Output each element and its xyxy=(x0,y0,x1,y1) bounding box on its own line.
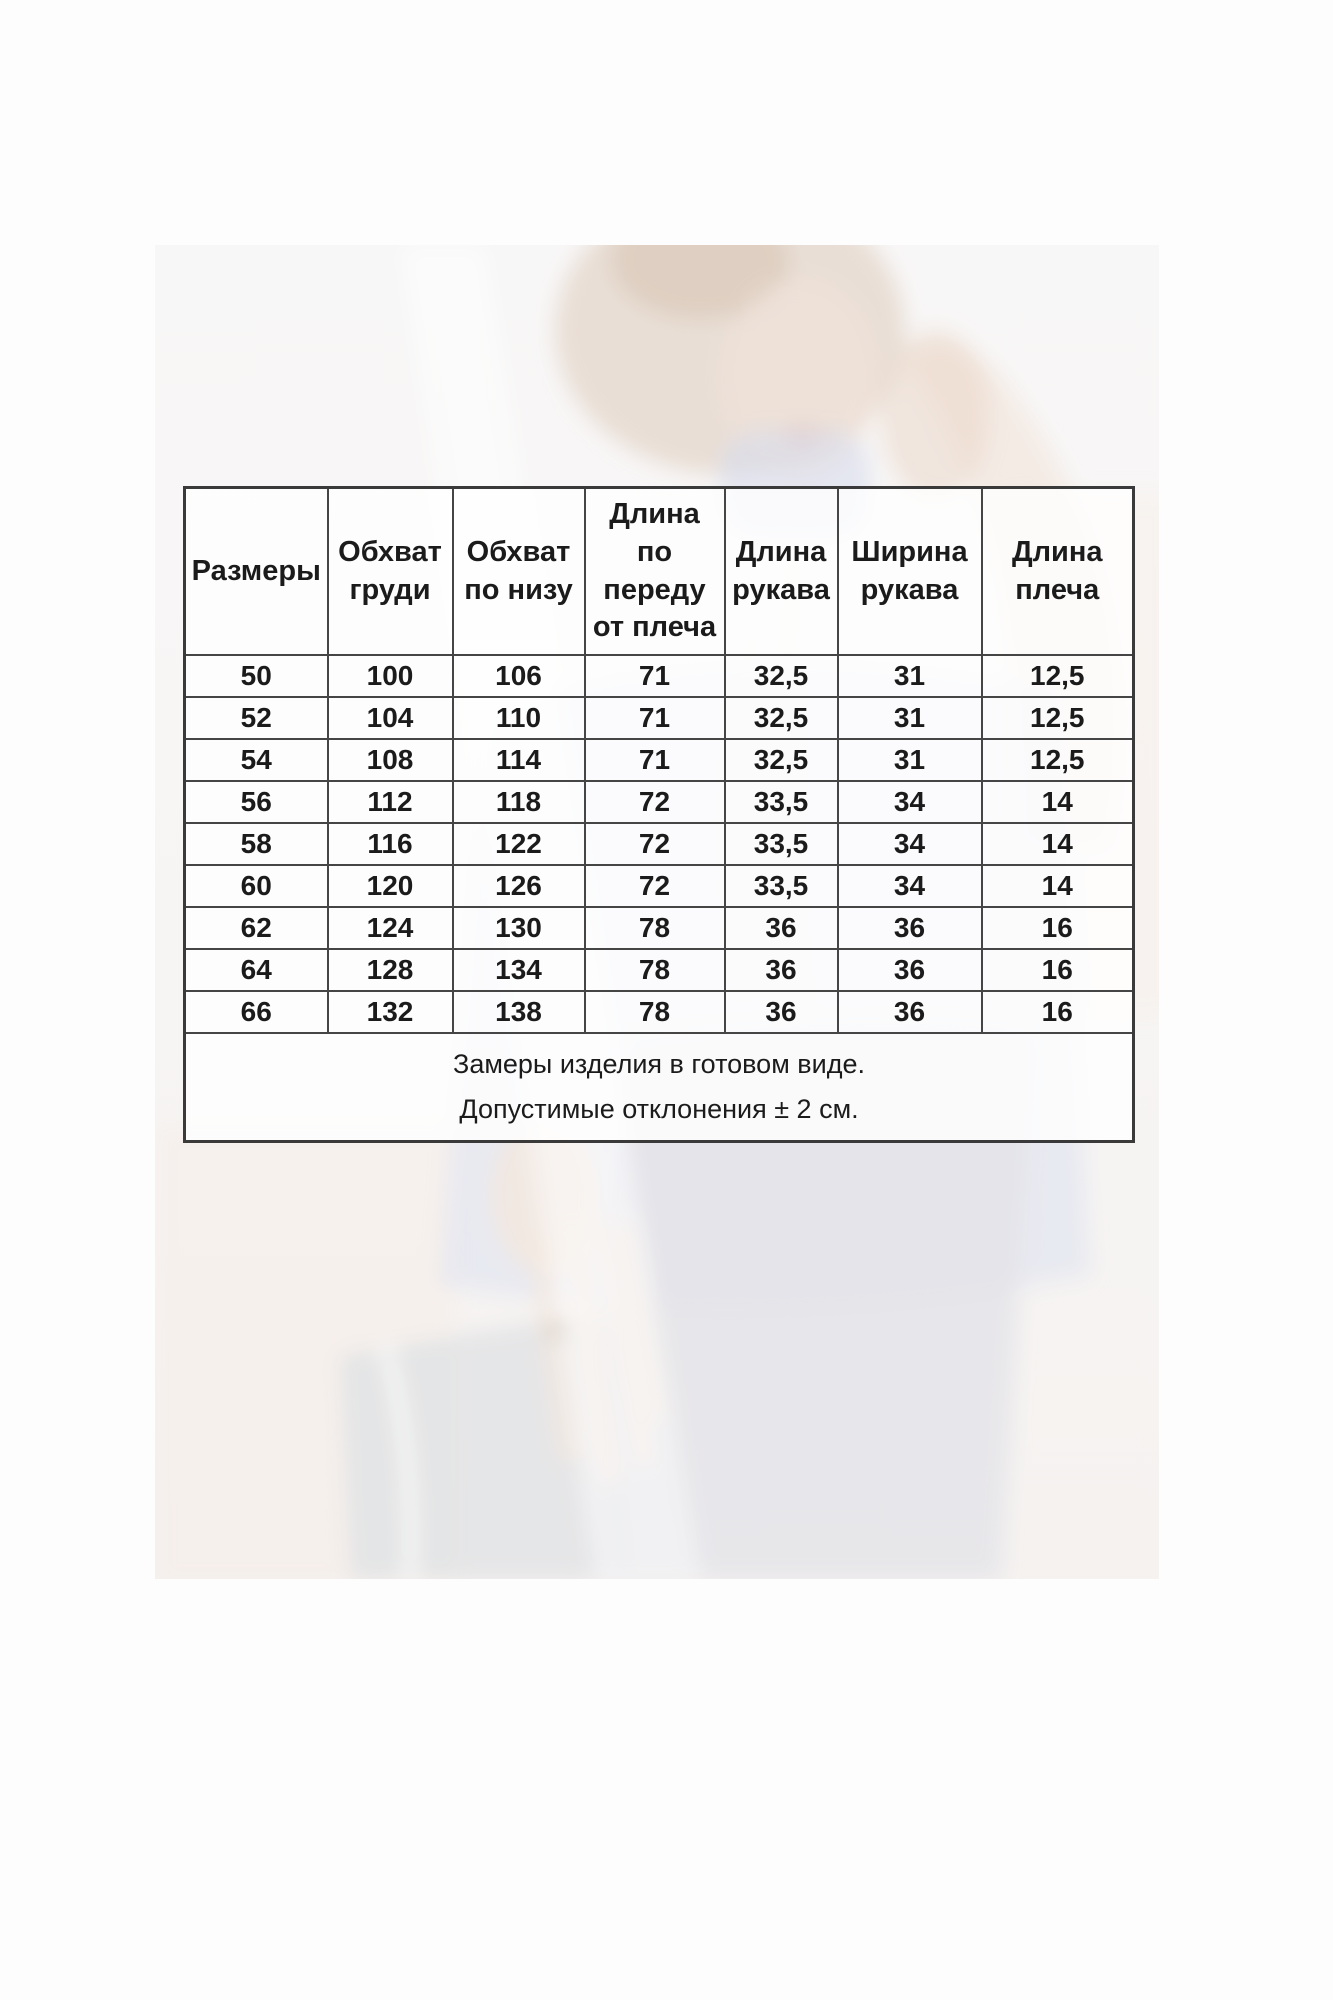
measurement-cell: 36 xyxy=(723,906,839,950)
measurement-cell: 34 xyxy=(836,780,983,824)
measurement-cell: 16 xyxy=(980,990,1135,1034)
size-cell: 64 xyxy=(183,948,329,992)
measurement-cell: 33,5 xyxy=(723,780,839,824)
skirt xyxy=(585,1027,1035,1579)
measurement-cell: 34 xyxy=(836,864,983,908)
measurement-cell: 78 xyxy=(583,990,726,1034)
table-row: 56 112 118 72 33,5 34 14 xyxy=(183,780,1135,824)
measurement-cell: 31 xyxy=(836,738,983,782)
note-cell: Замеры изделия в готовом виде. Допустимы… xyxy=(183,1032,1135,1143)
measurement-cell: 34 xyxy=(836,822,983,866)
measurement-cell: 31 xyxy=(836,654,983,698)
table-row: 50 100 106 71 32,5 31 12,5 xyxy=(183,654,1135,698)
measurement-cell: 114 xyxy=(451,738,586,782)
measurement-cell: 110 xyxy=(451,696,586,740)
table-body: 50 100 106 71 32,5 31 12,5 52 104 110 71 32,5 31 12,5… xyxy=(183,654,1135,1034)
measurement-cell: 100 xyxy=(326,654,454,698)
measurement-cell: 36 xyxy=(723,990,839,1034)
size-cell: 54 xyxy=(183,738,329,782)
measurement-cell: 71 xyxy=(583,738,726,782)
measurement-cell: 134 xyxy=(451,948,586,992)
measurement-cell: 126 xyxy=(451,864,586,908)
measurement-cell: 106 xyxy=(451,654,586,698)
column-header: Обхват по низу xyxy=(451,486,586,656)
table-row: 60 120 126 72 33,5 34 14 xyxy=(183,864,1135,908)
size-chart-table: Размеры Обхват груди Обхват по низу Длина п… xyxy=(183,486,1135,1143)
size-cell: 56 xyxy=(183,780,329,824)
measurement-cell: 71 xyxy=(583,654,726,698)
measurement-cell: 16 xyxy=(980,906,1135,950)
table-row: 52 104 110 71 32,5 31 12,5 xyxy=(183,696,1135,740)
measurement-cell: 32,5 xyxy=(723,738,839,782)
measurement-cell: 36 xyxy=(836,948,983,992)
measurement-cell: 33,5 xyxy=(723,864,839,908)
measurement-cell: 12,5 xyxy=(980,738,1135,782)
size-cell: 62 xyxy=(183,906,329,950)
measurement-cell: 31 xyxy=(836,696,983,740)
measurement-cell: 71 xyxy=(583,696,726,740)
measurement-cell: 108 xyxy=(326,738,454,782)
measurement-cell: 112 xyxy=(326,780,454,824)
measurement-cell: 120 xyxy=(326,864,454,908)
measurement-cell: 16 xyxy=(980,948,1135,992)
measurement-cell: 14 xyxy=(980,864,1135,908)
note-row: Замеры изделия в готовом виде. Допустимы… xyxy=(183,1032,1135,1143)
table-row: 58 116 122 72 33,5 34 14 xyxy=(183,822,1135,866)
size-cell: 52 xyxy=(183,696,329,740)
measurement-cell: 36 xyxy=(836,990,983,1034)
measurement-cell: 122 xyxy=(451,822,586,866)
table-row: 66 132 138 78 36 36 16 xyxy=(183,990,1135,1034)
header-row: Размеры Обхват груди Обхват по низу Длина п… xyxy=(183,486,1135,656)
measurement-cell: 72 xyxy=(583,864,726,908)
measurement-cell: 36 xyxy=(723,948,839,992)
measurement-cell: 138 xyxy=(451,990,586,1034)
measurement-cell: 78 xyxy=(583,906,726,950)
measurement-cell: 14 xyxy=(980,780,1135,824)
size-cell: 66 xyxy=(183,990,329,1034)
finger xyxy=(529,1234,581,1461)
measurement-cell: 130 xyxy=(451,906,586,950)
note-line-2: Допустимые отклонения ± 2 см. xyxy=(459,1094,859,1124)
measurement-cell: 72 xyxy=(583,780,726,824)
column-header: Длина рукава xyxy=(723,486,839,656)
measurement-cell: 36 xyxy=(836,906,983,950)
column-header: Длина плеча xyxy=(980,486,1135,656)
column-header: Размеры xyxy=(183,486,329,656)
measurement-cell: 12,5 xyxy=(980,654,1135,698)
measurement-cell: 132 xyxy=(326,990,454,1034)
size-cell: 60 xyxy=(183,864,329,908)
size-cell: 50 xyxy=(183,654,329,698)
measurement-cell: 32,5 xyxy=(723,696,839,740)
measurement-cell: 33,5 xyxy=(723,822,839,866)
hair-bun xyxy=(610,245,790,320)
measurement-cell: 32,5 xyxy=(723,654,839,698)
clutch-highlight xyxy=(378,1342,418,1579)
table-row: 62 124 130 78 36 36 16 xyxy=(183,906,1135,950)
measurement-cell: 124 xyxy=(326,906,454,950)
column-header: Обхват груди xyxy=(326,486,454,656)
measurement-cell: 78 xyxy=(583,948,726,992)
table-row: 54 108 114 71 32,5 31 12,5 xyxy=(183,738,1135,782)
table-row: 64 128 134 78 36 36 16 xyxy=(183,948,1135,992)
measurement-cell: 116 xyxy=(326,822,454,866)
measurement-cell: 72 xyxy=(583,822,726,866)
measurement-cell: 118 xyxy=(451,780,586,824)
measurement-cell: 12,5 xyxy=(980,696,1135,740)
column-header: Длина по переду от плеча xyxy=(583,486,726,656)
measurement-cell: 104 xyxy=(326,696,454,740)
raised-hand xyxy=(880,330,990,500)
column-header: Ширина рукава xyxy=(836,486,983,656)
size-cell: 58 xyxy=(183,822,329,866)
measurement-cell: 128 xyxy=(326,948,454,992)
note-line-1: Замеры изделия в готовом виде. xyxy=(453,1049,865,1080)
measurement-cell: 14 xyxy=(980,822,1135,866)
